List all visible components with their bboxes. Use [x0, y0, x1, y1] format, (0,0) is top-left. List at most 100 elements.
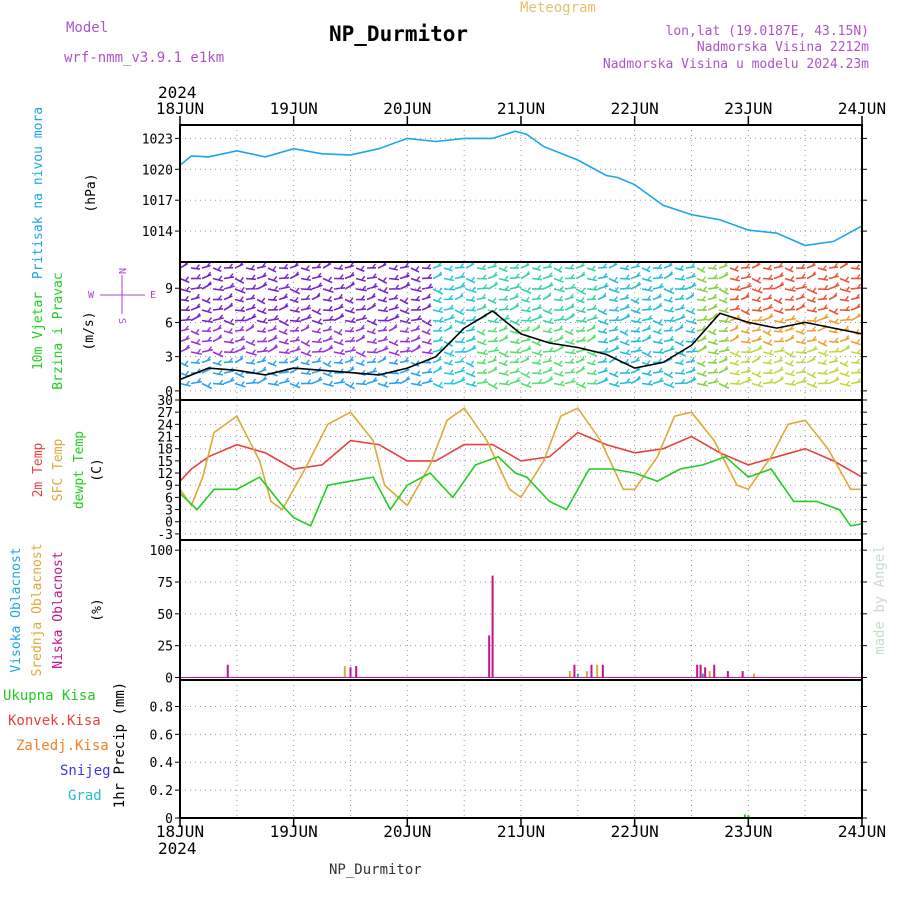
bar-cloud_low [488, 635, 491, 678]
precip-legend-item: Grad [68, 788, 102, 804]
y-tick-label: 24 [157, 418, 173, 433]
y-tick-label: 9 [165, 282, 173, 297]
precip-legend-item: Snijeg [60, 763, 111, 779]
y-tick-label: 27 [157, 406, 173, 421]
temp-ylabel-dewpt: dewpt Temp [72, 431, 87, 509]
y-tick-label: 50 [157, 608, 173, 623]
y-tick-label: 30 [157, 394, 173, 409]
y-tick-label: 100 [150, 544, 173, 559]
bar-cloud_low [573, 664, 576, 678]
y-tick-label: 1020 [142, 163, 173, 178]
product-title: Meteogram [520, 0, 596, 16]
cloud-ylabel-mid: Srednja Oblacnost [30, 543, 45, 676]
x-tick-label-bottom: 24JUN [838, 822, 886, 841]
bar-cloud_mid [568, 671, 571, 678]
elevation-text: Nadmorska Visina 2212m [696, 40, 869, 55]
footer-station: NP_Durmitor [329, 862, 422, 878]
y-tick-label: 0.2 [150, 784, 173, 799]
y-tick-label: 18 [157, 443, 173, 458]
x-tick-label-top: 23JUN [724, 99, 772, 118]
credit-text: made by Angel [872, 545, 888, 655]
bar-cloud_low [349, 667, 352, 678]
y-tick-label: 0.6 [150, 728, 173, 743]
y-tick-label: 1017 [142, 194, 173, 209]
wind-unit: (m/s) [82, 311, 97, 350]
bar-cloud_low [226, 664, 229, 678]
bar-cloud_high [701, 673, 704, 678]
x-tick-label-top: 19JUN [270, 99, 318, 118]
series-pressure [179, 130, 863, 247]
bar-cloud_low [741, 671, 744, 678]
cloud-ylabel-low: Niska Oblacnost [51, 551, 66, 668]
bar-cloud_mid [708, 671, 711, 678]
pressure-unit: (hPa) [84, 173, 99, 212]
bar-cloud_mid [596, 664, 599, 678]
model-name: wrf-nmm_v3.9.1 e1km [64, 50, 225, 66]
y-tick-label: 21 [157, 431, 173, 446]
x-tick-label-bottom: 18JUN [156, 822, 204, 841]
bar-cloud_mid [753, 673, 756, 678]
y-tick-label: 0 [165, 516, 173, 531]
pressure-ylabel: Pritisak na nivou mora [31, 107, 46, 279]
y-tick-label: 9 [165, 479, 173, 494]
temp-ylabel-sfc: SFC Temp [51, 439, 66, 502]
temp-unit: (C) [90, 458, 105, 481]
x-tick-label-top: 22JUN [611, 99, 659, 118]
cloud-ylabel-high: Visoka Oblacnost [9, 547, 24, 672]
bar-cloud_high [576, 673, 579, 678]
bar-cloud_low [355, 666, 358, 678]
compass-n: N [116, 268, 127, 274]
bar-cloud_low [491, 575, 494, 678]
station-title: NP_Durmitor [329, 22, 469, 46]
compass-s: S [116, 318, 127, 324]
series-t2m [179, 431, 863, 482]
wind-ylabel2: Brzina i Pravac [51, 272, 66, 389]
year-top: 2024 [158, 83, 197, 102]
bar-cloud_low [590, 664, 593, 678]
y-tick-label: 15 [157, 455, 173, 470]
bar-cloud_low [601, 664, 604, 678]
precip-unit: 1hr Precip (mm) [112, 682, 128, 808]
precip-legend-item: Zaledj.Kisa [16, 738, 109, 754]
compass-w: W [88, 290, 95, 301]
bar-cloud_low [704, 667, 707, 678]
compass-e: E [150, 290, 156, 301]
y-tick-label: 0 [165, 812, 173, 827]
temp-ylabel-t2m: 2m Temp [31, 442, 46, 497]
x-tick-label-top: 24JUN [838, 99, 886, 118]
y-tick-label: 0.4 [150, 756, 174, 771]
y-tick-label: 0 [165, 671, 173, 686]
y-tick-label: -3 [157, 528, 173, 543]
series-wind_speed [179, 310, 863, 381]
bar-cloud_low [699, 664, 702, 678]
wind-barb-field [179, 260, 863, 390]
y-tick-label: 1023 [142, 132, 173, 147]
y-tick-label: 6 [165, 491, 173, 506]
y-tick-label: 3 [165, 504, 173, 519]
x-tick-label-bottom: 19JUN [270, 822, 318, 841]
bar-cloud_low [696, 664, 699, 678]
series-tsfc [179, 406, 862, 511]
y-tick-label: 3 [165, 351, 173, 366]
cloud-unit: (%) [90, 598, 105, 621]
y-tick-label: 12 [157, 467, 173, 482]
bar-cloud_low [713, 664, 716, 678]
precip-legend-item: Konvek.Kisa [8, 713, 101, 729]
model-elevation-text: Nadmorska Visina u modelu 2024.23m [602, 57, 869, 72]
x-tick-label-top: 21JUN [497, 99, 545, 118]
bar-precip_total [743, 814, 746, 818]
model-label: Model [66, 20, 109, 36]
x-tick-label-bottom: 21JUN [497, 822, 545, 841]
bar-precip_total [747, 815, 750, 818]
y-tick-label: 0.8 [150, 700, 173, 715]
x-tick-label-bottom: 22JUN [611, 822, 659, 841]
x-tick-label-bottom: 20JUN [383, 822, 431, 841]
y-tick-label: 75 [157, 576, 173, 591]
year-bottom: 2024 [158, 839, 197, 858]
wind-ylabel: 10m Vjetar [31, 292, 46, 370]
y-tick-label: 6 [165, 316, 173, 331]
y-tick-label: 0 [165, 385, 173, 400]
bar-cloud_mid [343, 666, 346, 678]
y-tick-label: 25 [157, 640, 173, 655]
